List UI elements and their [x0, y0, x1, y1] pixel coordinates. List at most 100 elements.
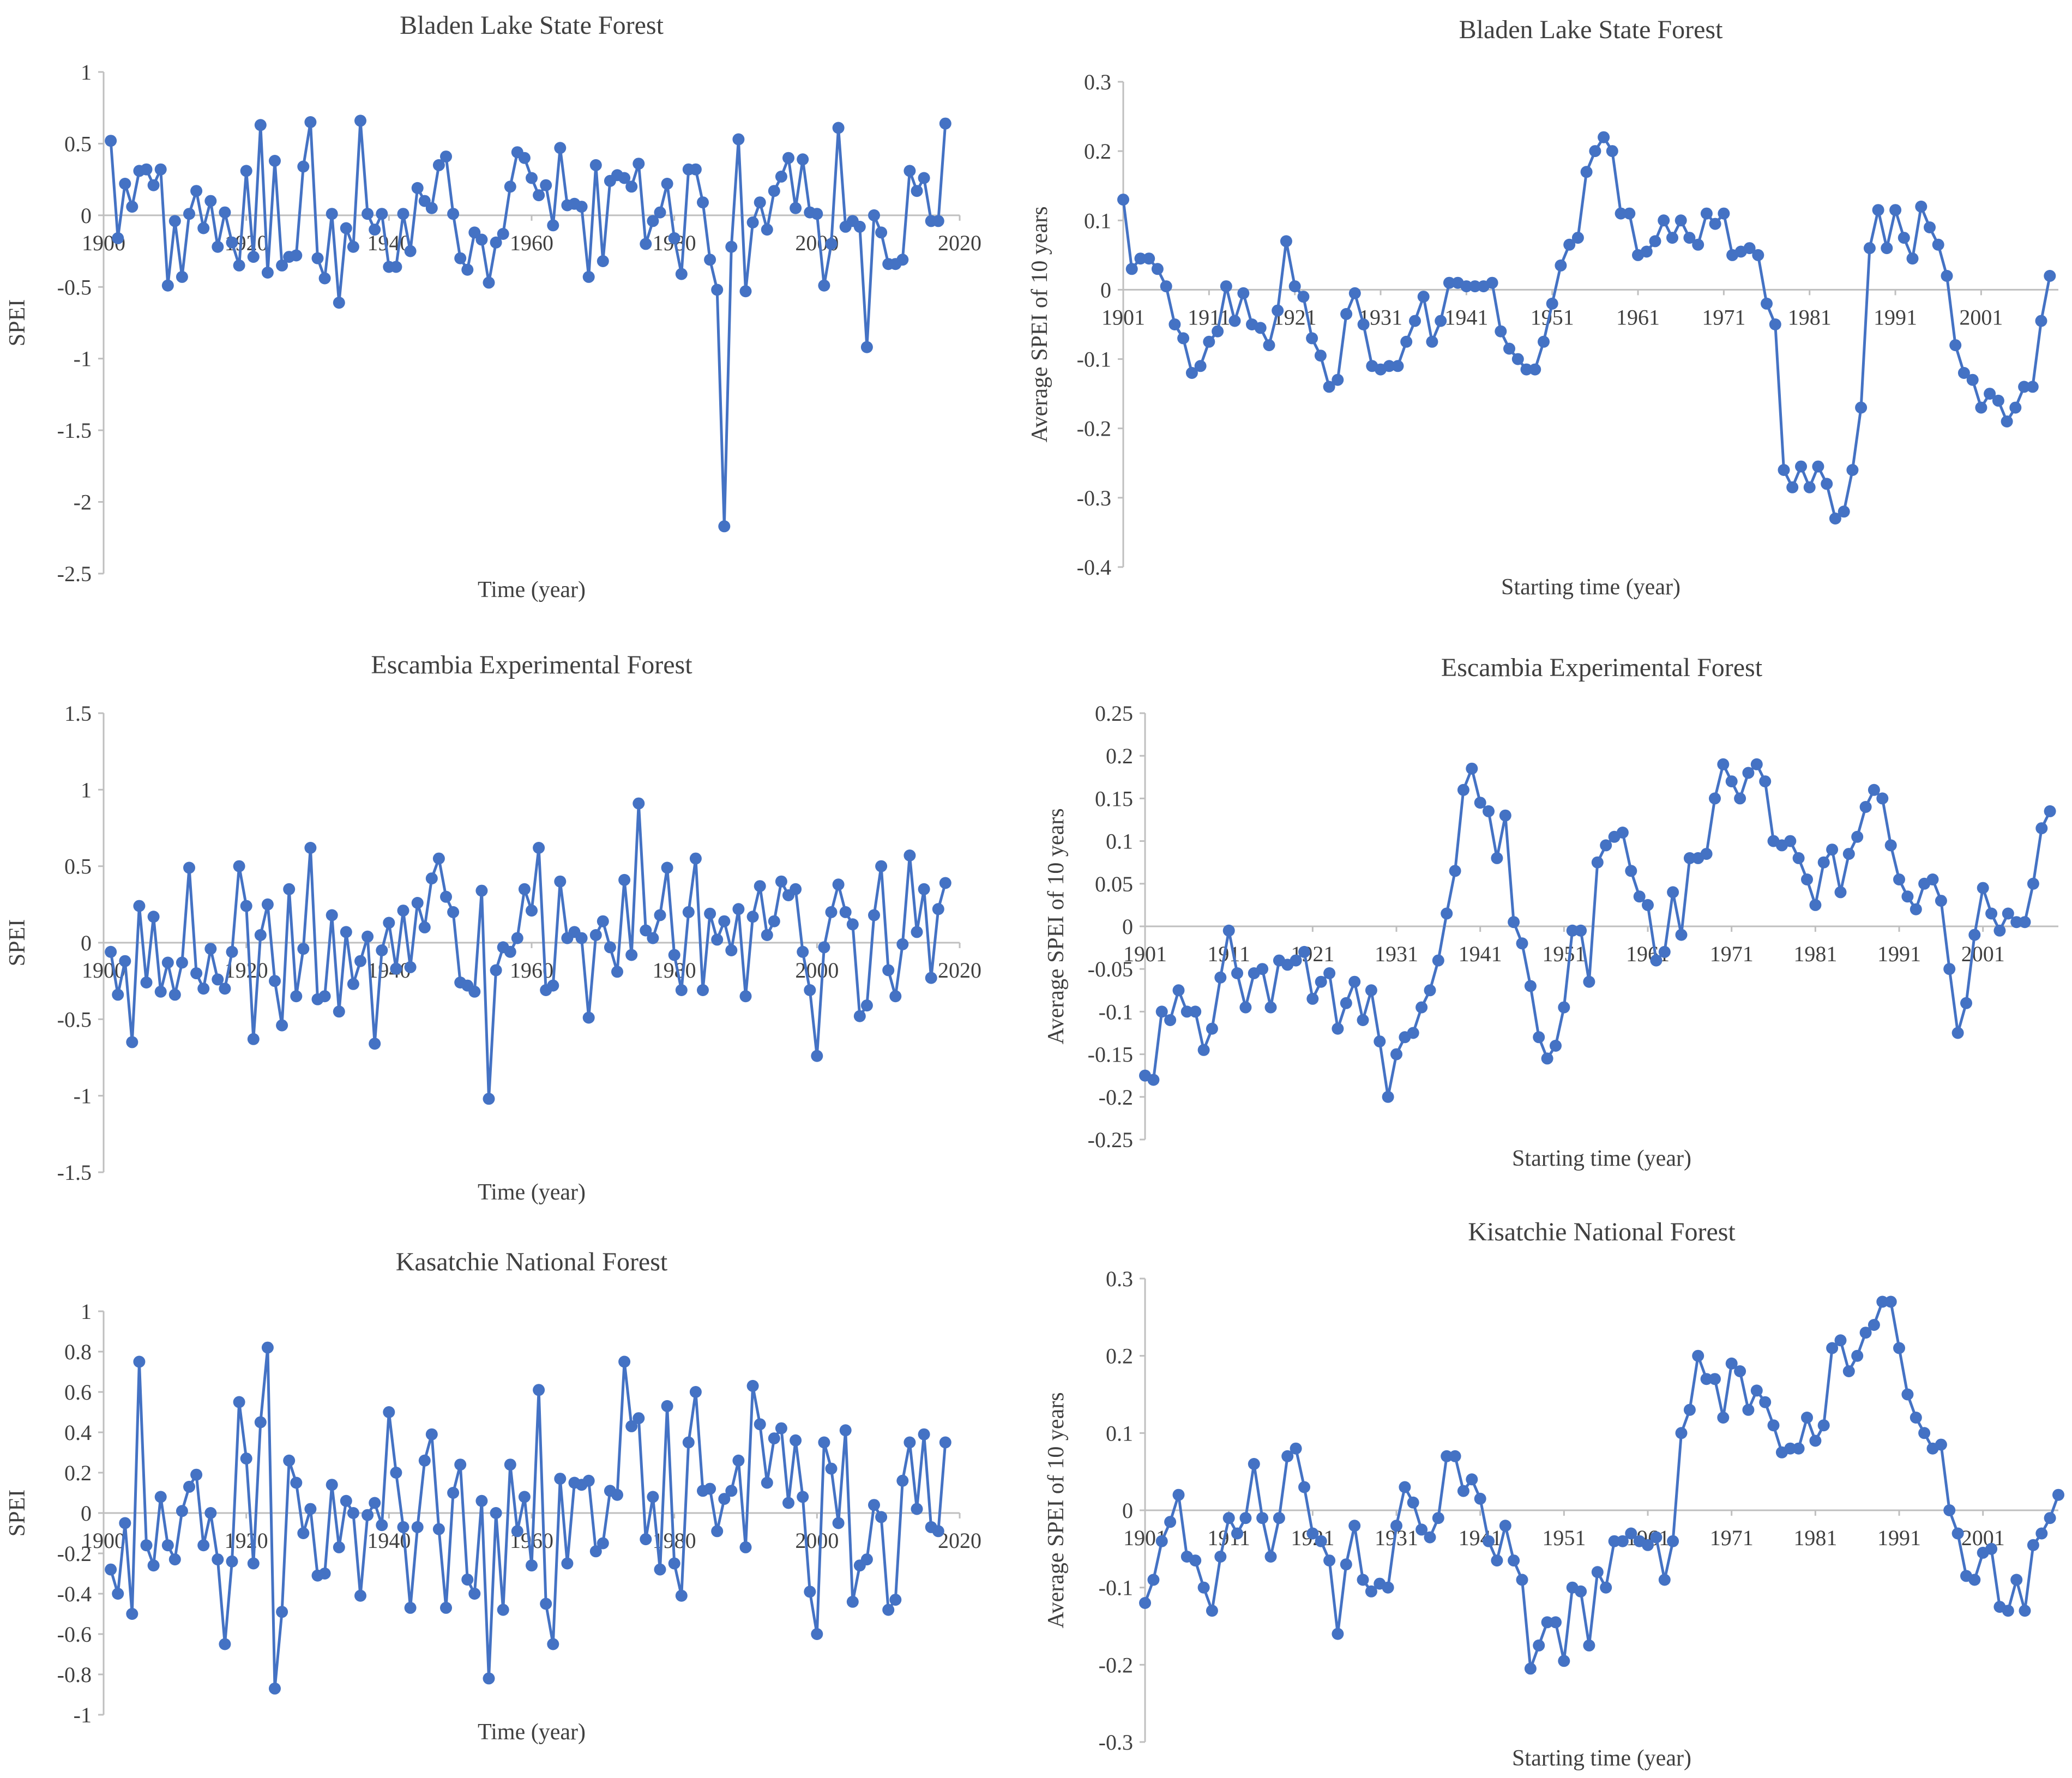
chart-1-data-point: [176, 270, 188, 283]
chart-2-data-point: [1615, 207, 1627, 220]
chart-1-data-point: [575, 201, 588, 213]
chart-1-data-point: [533, 189, 545, 202]
chart-3-data-point: [383, 917, 395, 929]
chart-1-data-point: [896, 254, 909, 266]
chart-3-data-point: [340, 926, 352, 938]
chart-4-data-point: [1985, 907, 1998, 920]
chart-3-data-point: [732, 903, 745, 915]
chart-3-data-point: [354, 955, 366, 967]
chart-1-data-point: [425, 202, 438, 214]
chart-1-data-point: [618, 172, 631, 184]
chart-4-data-point: [1575, 924, 1587, 937]
chart-3-data-point: [347, 978, 359, 990]
chart-5-data-point: [140, 1539, 153, 1552]
chart-6-data-point: [1901, 1388, 1914, 1401]
chart-3-data-point: [661, 861, 673, 874]
chart-3-data-point: [425, 872, 438, 885]
chart-4-data-point: [1951, 1027, 1964, 1039]
chart-2-data-point: [1941, 270, 1953, 282]
chart-2-data-point: [1975, 401, 1987, 414]
chart-1-data-point: [811, 208, 823, 220]
chart-1-y-tick-label: -1: [74, 347, 92, 371]
chart-1-data-point: [447, 208, 460, 220]
chart-4-data-point: [1332, 1022, 1344, 1035]
chart-1-data-point: [746, 216, 759, 228]
chart-3-data-point: [176, 956, 188, 969]
chart-5-data-point: [105, 1563, 117, 1576]
chart-1-data-point: [219, 206, 231, 219]
chart-5-data-point: [390, 1467, 402, 1479]
chart-4-x-tick-label: 1911: [1207, 942, 1250, 966]
chart-1-data-point: [797, 153, 809, 166]
chart-4-data-point: [1566, 924, 1579, 937]
chart-2-data-point: [1658, 214, 1670, 227]
chart-1-data-point: [689, 163, 702, 176]
chart-2-data-point: [1503, 342, 1515, 355]
chart-6-data-point: [1809, 1435, 1822, 1447]
chart-1-data-point: [775, 170, 787, 183]
chart-6-y-tick-label: -0.1: [1099, 1576, 1133, 1600]
chart-5-data-point: [397, 1521, 409, 1533]
chart-3-data-point: [518, 883, 531, 895]
chart-4-data-point: [1424, 984, 1436, 997]
chart-4-x-tick-label: 1931: [1375, 942, 1418, 966]
chart-4-y-tick-label: -0.2: [1099, 1085, 1133, 1110]
chart-4-data-point: [1357, 1014, 1369, 1026]
chart-2-data-point: [1906, 252, 1919, 265]
chart-5-data-point: [818, 1436, 830, 1449]
chart-6-data-point: [1683, 1403, 1696, 1416]
chart-2-data-point: [1168, 318, 1181, 330]
chart-1-y-tick-label: -0.5: [57, 275, 92, 299]
chart-3-data-point: [682, 906, 695, 918]
chart-4-data-point: [1390, 1048, 1402, 1060]
chart-4-data-point: [1910, 903, 1922, 915]
chart-5-data-point: [711, 1525, 724, 1538]
chart-3-data-point: [283, 883, 296, 895]
chart-2-x-tick-label: 1941: [1444, 305, 1488, 329]
chart-4-y-tick-label: 0.25: [1095, 701, 1133, 726]
chart-6-data-point: [1541, 1616, 1553, 1629]
chart-5-title: Kasatchie National Forest: [396, 1247, 668, 1276]
chart-5-data-point: [597, 1537, 609, 1550]
chart-5-data-point: [219, 1638, 231, 1650]
chart-1-data-point: [818, 279, 830, 292]
chart-4-data-point: [1901, 890, 1914, 903]
chart-3-data-point: [190, 967, 203, 980]
chart-2-data-point: [1297, 291, 1310, 303]
chart-3-x-tick-label: 2020: [938, 958, 981, 983]
chart-1-data-point: [647, 215, 659, 227]
chart-3-data-point: [689, 852, 702, 865]
chart-2-data-point: [1889, 204, 1902, 216]
chart-6-data-point: [1323, 1554, 1336, 1567]
chart-6-data-point: [1256, 1512, 1269, 1524]
chart-6-data-point: [1424, 1531, 1436, 1544]
chart-3-data-point: [154, 985, 167, 998]
chart-6-x-axis-title: Starting time (year): [1512, 1746, 1691, 1771]
chart-6-data-point: [1583, 1639, 1595, 1652]
chart-4-data-point: [1457, 783, 1469, 796]
chart-6-data-point: [1625, 1527, 1637, 1540]
chart-3-data-point: [718, 915, 731, 927]
chart-5-data-point: [625, 1420, 638, 1432]
chart-1-data-point: [932, 215, 944, 227]
chart-2-y-axis-title: Average SPEI of 10 years: [1027, 206, 1052, 442]
chart-6-y-axis-title: Average SPEI of 10 years: [1044, 1392, 1069, 1628]
chart-5-y-tick-label: 0.6: [64, 1380, 92, 1405]
chart-1: Bladen Lake State Forest 1 0.5 0 -0.5 -1 -1.5 -…: [5, 11, 981, 602]
chart-1-data-point: [526, 172, 538, 184]
chart-4-y-tick-label: 0.2: [1106, 744, 1133, 768]
chart-5-data-point: [504, 1458, 516, 1471]
chart-1-data-point: [625, 180, 638, 193]
chart-6-data-point: [1155, 1535, 1168, 1547]
chart-4-data-point: [1658, 945, 1671, 958]
chart-4-data-point: [1583, 975, 1595, 988]
chart-6-data-point: [1390, 1520, 1402, 1532]
chart-6-data-point: [1407, 1496, 1419, 1509]
chart-3-data-point: [768, 915, 780, 927]
chart-5-x-axis-title: Time (year): [478, 1720, 586, 1745]
chart-1-data-point: [904, 165, 916, 177]
chart-3-data-point: [647, 932, 659, 944]
chart-6-x-tick-label: 2001: [1961, 1526, 2005, 1550]
chart-2-data-point: [1623, 207, 1636, 220]
chart-2-data-point: [1992, 394, 2004, 407]
